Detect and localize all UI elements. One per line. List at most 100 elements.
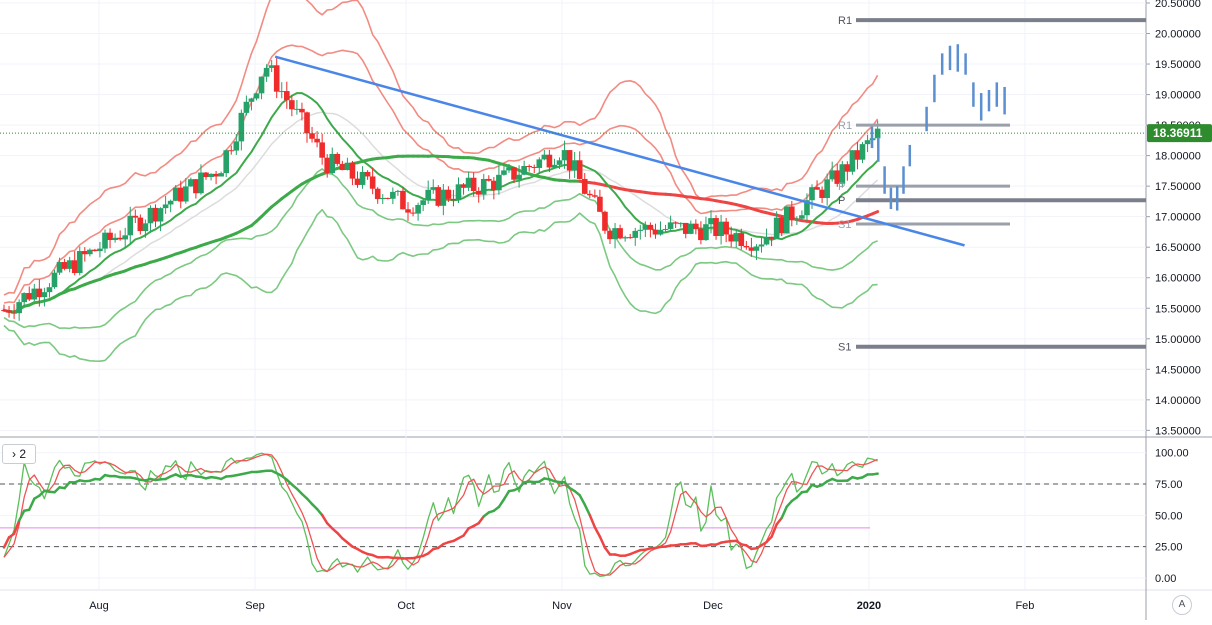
candle-body [643, 225, 649, 230]
candle-body [47, 287, 53, 292]
candle-body [819, 190, 825, 198]
candle-body [617, 228, 623, 238]
price-tick-label: 15.50000 [1155, 303, 1201, 315]
osc-tick-label: 25.00 [1155, 542, 1183, 554]
price-tick-label: 19.00000 [1155, 90, 1201, 102]
price-tick-label: 16.50000 [1155, 242, 1201, 254]
auto-scale-button[interactable]: A [1172, 595, 1192, 615]
pane-toggle-button[interactable]: › 2 [2, 444, 36, 464]
candle-body [638, 230, 644, 231]
moving-average-segment [873, 212, 878, 214]
oscillator-main-segment [580, 495, 585, 504]
candle-body [673, 222, 679, 223]
candle-body [754, 246, 760, 250]
candle-body [375, 189, 381, 199]
candle-body [784, 206, 790, 233]
candle-body [789, 206, 795, 220]
price-tick-label: 20.00000 [1155, 29, 1201, 41]
candle-body [799, 215, 805, 218]
pivot-label-major: R1 [838, 15, 852, 27]
candle-body [562, 150, 568, 160]
pivot-label-minor: R1 [838, 120, 852, 132]
candle-body [284, 91, 290, 100]
candle-body [632, 231, 638, 238]
candle-body [542, 155, 548, 160]
candle-body [648, 225, 654, 230]
candle-body [289, 100, 295, 109]
candle-body [304, 112, 310, 133]
candle-body [855, 150, 861, 159]
price-tick-label: 16.00000 [1155, 273, 1201, 285]
candle-body [658, 230, 664, 235]
candle-body [496, 175, 502, 190]
time-tick-label: Dec [703, 600, 723, 612]
candle-body [67, 260, 73, 269]
candle-body [466, 178, 472, 188]
candle-body [264, 68, 270, 77]
candle-body [678, 223, 684, 224]
candle-body [728, 234, 734, 241]
last-price-label: 18.36911 [1153, 126, 1203, 140]
osc-tick-label: 50.00 [1155, 510, 1183, 522]
candle-body [395, 191, 401, 192]
candle-body [764, 237, 770, 245]
oscillator-main-segment [605, 548, 610, 555]
candle-body [420, 200, 426, 205]
candle-body [72, 260, 78, 273]
candle-body [32, 289, 38, 300]
candle-body [203, 173, 209, 177]
candle-body [744, 246, 750, 247]
candle-body [208, 174, 214, 177]
candle-body [148, 208, 154, 223]
candle-body [506, 167, 512, 170]
oscillator-main-segment [499, 499, 504, 507]
oscillator-d-line [4, 454, 878, 575]
candle-body [612, 228, 618, 239]
candle-body [668, 222, 674, 229]
candle-body [809, 187, 815, 200]
candle-body [259, 77, 265, 94]
candle-body [733, 233, 739, 241]
candle-body [814, 187, 820, 189]
candle-body [430, 187, 436, 190]
osc-tick-label: 100.00 [1155, 448, 1189, 460]
candle-body [531, 167, 537, 168]
candle-body [446, 190, 452, 199]
candle-body [693, 224, 699, 229]
candle-body [112, 238, 118, 240]
candle-body [355, 179, 361, 185]
candle-body [16, 302, 22, 313]
price-tick-label: 18.00000 [1155, 151, 1201, 163]
candle-body [52, 273, 58, 288]
candle-body [319, 142, 325, 157]
candle-body [249, 99, 255, 102]
candle-body [708, 218, 714, 224]
candle-body [577, 160, 583, 179]
candle-body [299, 109, 305, 112]
candle-body [82, 251, 88, 254]
oscillator-main-segment [600, 537, 605, 548]
oscillator-main-segment [322, 515, 327, 523]
candle-body [491, 181, 497, 191]
pivot-label-major: P [838, 195, 845, 207]
candle-body [436, 187, 442, 206]
price-tick-label: 14.50000 [1155, 364, 1201, 376]
candle-body [587, 194, 593, 195]
candle-body [572, 160, 578, 170]
candle-body [415, 205, 421, 214]
candle-body [92, 250, 98, 251]
upper-band-outer [4, 0, 878, 295]
candle-body [385, 198, 391, 199]
candle-body [188, 179, 194, 186]
osc-tick-label: 0.00 [1155, 573, 1176, 585]
candle-body [739, 233, 745, 246]
candle-body [425, 190, 431, 200]
candle-body [345, 163, 351, 170]
candle-body [127, 216, 133, 236]
candle-body [133, 216, 139, 218]
time-tick-label: Feb [1015, 600, 1034, 612]
candle-body [779, 218, 785, 234]
candle-body [97, 249, 103, 251]
